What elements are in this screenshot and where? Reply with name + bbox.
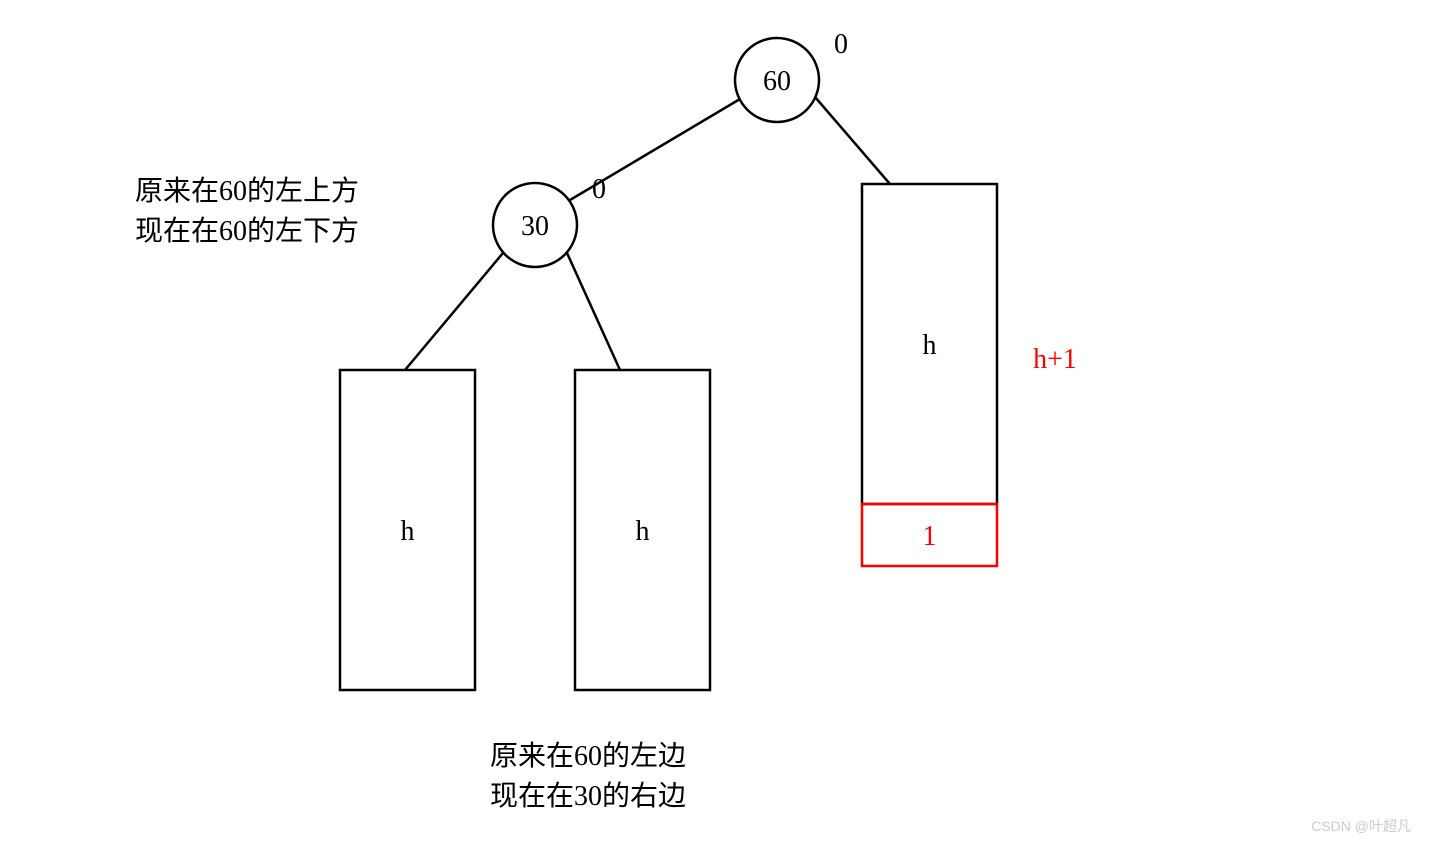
subtree-label: 1: [923, 521, 937, 552]
balance-factor: 0: [834, 29, 848, 60]
subtree-label: h: [923, 330, 937, 361]
balance-factor: 0: [592, 174, 606, 205]
tree-diagram: 60 0 30 0 h h h 1 h+1 原来在60的左上方现在在60的左下方原来在60的左边现…: [0, 0, 1431, 846]
subtree-label: h: [401, 516, 415, 547]
annotation-text: 原来在60的左边: [490, 740, 686, 772]
annotation-text: 现在在60的左下方: [135, 215, 359, 247]
watermark-text: CSDN @叶超凡: [1311, 816, 1411, 836]
subtree-label: h: [636, 516, 650, 547]
annotation-text: 原来在60的左上方: [135, 175, 359, 207]
annotation-text: 现在在30的右边: [490, 780, 686, 812]
tree-node-label: 30: [521, 211, 549, 242]
side-label: h+1: [1033, 344, 1077, 375]
tree-node-label: 60: [763, 66, 791, 97]
